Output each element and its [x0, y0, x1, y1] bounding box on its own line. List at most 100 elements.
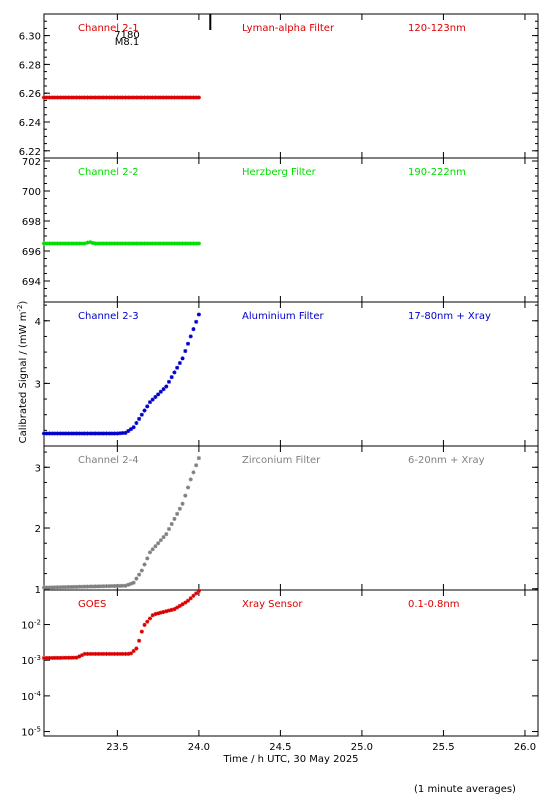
y-tick-label: 10-4 [21, 690, 41, 703]
data-point [158, 389, 163, 394]
panel-channel-label: GOES [78, 599, 106, 610]
data-point [82, 241, 87, 246]
data-point [63, 655, 68, 660]
data-point [158, 538, 163, 543]
data-point [69, 584, 74, 589]
data-point [180, 241, 185, 246]
data-point [42, 241, 46, 246]
data-point [74, 431, 79, 436]
data-point [85, 431, 90, 436]
data-point [183, 95, 188, 100]
data-point [145, 556, 150, 561]
data-point [71, 95, 76, 100]
data-point [61, 241, 66, 246]
data-point [63, 241, 68, 246]
y-tick-label: 6.22 [19, 147, 41, 158]
data-point [115, 651, 120, 656]
y-tick-label: 4 [35, 317, 41, 328]
data-point [104, 651, 109, 656]
data-point [150, 241, 155, 246]
data-point [77, 95, 82, 100]
data-point [47, 585, 52, 590]
data-point [58, 431, 63, 436]
data-point [90, 584, 95, 589]
data-point [145, 404, 150, 409]
data-point [115, 583, 120, 588]
data-point [175, 95, 180, 100]
data-point [74, 241, 79, 246]
data-point [52, 655, 57, 660]
data-point [80, 653, 85, 658]
data-point [52, 431, 57, 436]
data-point [109, 241, 114, 246]
data-point [61, 95, 66, 100]
data-point [71, 241, 76, 246]
data-point [50, 95, 55, 100]
data-point [63, 585, 68, 590]
data-point [93, 651, 98, 656]
x-tick-label: 25.0 [351, 742, 373, 753]
x-axis-title: Time / h UTC, 30 May 2025 [222, 754, 358, 765]
data-point [90, 651, 95, 656]
data-point [191, 327, 196, 332]
averaging-note: (1 minute averages) [414, 784, 516, 795]
data-point [123, 241, 128, 246]
data-point [120, 241, 125, 246]
data-point [109, 95, 114, 100]
panel-1: 6.22 6.24 6.26 6.28 6.30 Channel 2-1 Lyman-alp… [19, 13, 539, 159]
data-point [93, 584, 98, 589]
panel-channel-label: Channel 2-4 [78, 455, 139, 466]
data-point [175, 511, 180, 516]
data-point [118, 431, 123, 436]
data-point [188, 241, 193, 246]
data-point [77, 584, 82, 589]
data-point [177, 506, 182, 511]
panel-frame [43, 445, 539, 591]
data-point [153, 394, 158, 399]
y-tick-label: 10-5 [21, 726, 41, 739]
data-point [44, 95, 49, 100]
data-point [188, 334, 193, 339]
y-axis-title-close: ) [18, 301, 29, 305]
data-point [120, 651, 125, 656]
data-point [74, 95, 79, 100]
data-point [96, 651, 101, 656]
data-point [126, 241, 131, 246]
data-point [169, 521, 174, 526]
panel-frame [43, 589, 539, 737]
data-point [101, 584, 106, 589]
y-tick-label: 10-3 [21, 654, 41, 667]
data-point [161, 609, 166, 614]
data-point [139, 629, 144, 634]
data-point [142, 95, 147, 100]
data-point [172, 607, 177, 612]
data-point [186, 95, 191, 100]
data-point [126, 582, 131, 587]
data-point [107, 431, 112, 436]
data-point [99, 241, 104, 246]
data-point [188, 95, 193, 100]
data-point [126, 651, 131, 656]
panel-filter-label: Aluminium Filter [242, 311, 325, 322]
data-point [118, 95, 123, 100]
y-tick-label: 1 [35, 585, 41, 596]
data-point [161, 387, 166, 392]
series-points [42, 95, 201, 100]
data-point [196, 588, 201, 593]
data-point [115, 431, 120, 436]
flare-number-label: 7180 [114, 30, 139, 41]
panel-band-label: 0.1-0.8nm [408, 599, 460, 610]
data-point [169, 241, 174, 246]
y-axis-title: Calibrated Signal / (mW m-2) [16, 301, 29, 444]
data-point [66, 655, 71, 660]
data-point [150, 397, 155, 402]
data-point [85, 584, 90, 589]
data-point [58, 95, 63, 100]
panel-channel-label: Channel 2-2 [78, 167, 139, 178]
data-point [177, 95, 182, 100]
data-point [131, 241, 136, 246]
data-point [90, 95, 95, 100]
data-point [158, 95, 163, 100]
data-point [194, 463, 199, 468]
